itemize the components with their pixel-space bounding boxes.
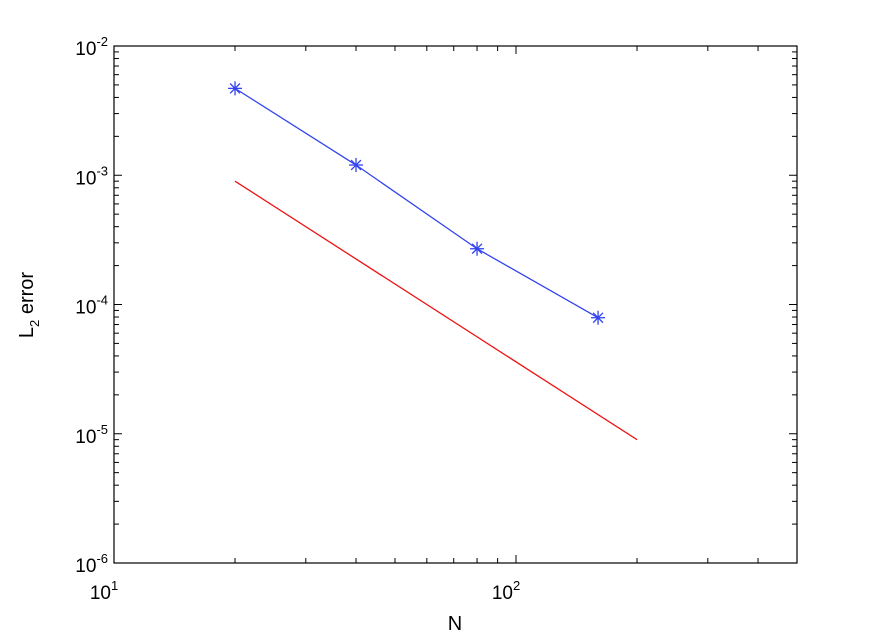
marker-stroke xyxy=(229,83,241,94)
y-tick-label: 10-2 xyxy=(75,34,108,60)
svg-text:L2 error: L2 error xyxy=(16,272,42,338)
y-axis-label-subscript: 2 xyxy=(27,320,42,327)
x-tick-label: 102 xyxy=(492,578,520,604)
y-axis-label: L2 error xyxy=(16,272,42,338)
series-line-1 xyxy=(234,87,599,319)
series-marker xyxy=(228,81,243,96)
y-tick-label: 10-5 xyxy=(75,422,108,448)
series-marker xyxy=(349,158,364,173)
y-axis-ticks: 10-6 10-5 10-4 10-3 10-2 xyxy=(75,34,797,577)
series-layer xyxy=(228,81,638,441)
series-line-2 xyxy=(234,180,638,441)
y-tick-label: 10-6 xyxy=(75,551,108,577)
marker-stroke xyxy=(471,243,483,255)
x-axis-label: N xyxy=(448,613,462,635)
y-axis-label-main: L xyxy=(16,327,38,338)
marker-stroke xyxy=(592,312,604,324)
x-tick-label: 101 xyxy=(90,578,118,604)
x-axis-ticks: 101 102 xyxy=(90,46,798,604)
y-tick-label: 10-4 xyxy=(75,293,108,319)
y-axis-label-rest: error xyxy=(16,272,38,320)
marker-stroke xyxy=(350,159,362,171)
plot-area xyxy=(113,45,798,564)
series-marker xyxy=(591,310,606,325)
y-tick-label: 10-3 xyxy=(75,163,108,189)
series-marker xyxy=(470,241,485,256)
